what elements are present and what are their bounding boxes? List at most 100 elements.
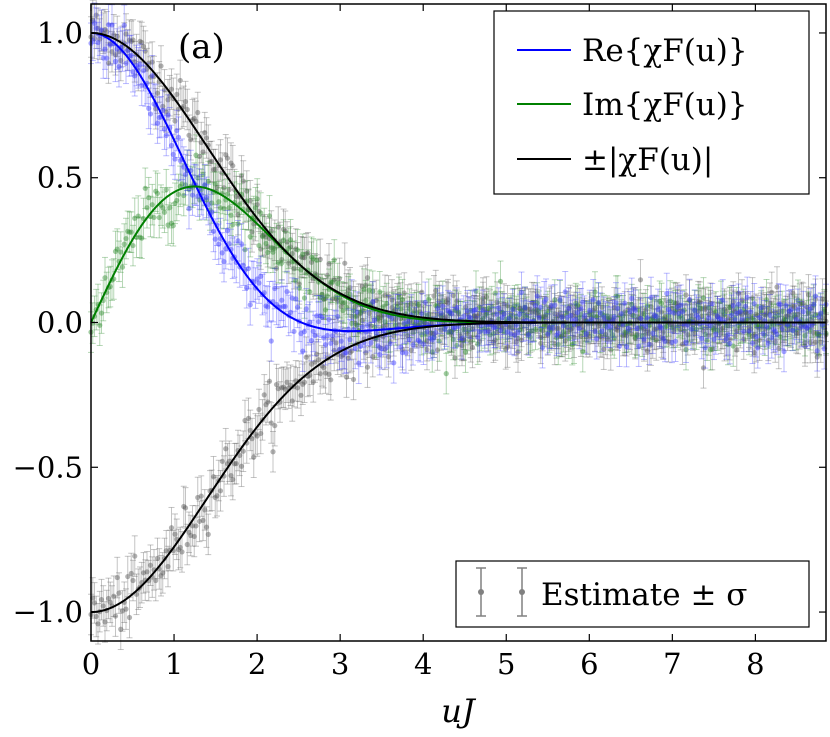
abs-neg-point	[389, 286, 395, 329]
abs-pos-point	[802, 325, 808, 367]
legend-label-re: Re{χF(u)}	[582, 33, 748, 69]
abs-pos-point	[707, 289, 714, 332]
scatter-layer	[88, 0, 829, 651]
abs-pos-point	[457, 318, 464, 360]
abs-neg-point	[226, 440, 233, 483]
abs-pos-point	[614, 306, 621, 349]
abs-neg-point	[110, 575, 117, 617]
y-tick-label: 1.0	[37, 16, 83, 50]
abs-pos-point	[543, 296, 549, 338]
abs-pos-point	[137, 20, 143, 63]
abs-pos-point	[648, 324, 654, 366]
abs-pos-point	[334, 280, 341, 322]
abs-neg-point	[474, 295, 481, 337]
abs-pos-point	[602, 313, 609, 356]
abs-pos-point	[571, 291, 577, 334]
abs-neg-point	[399, 328, 406, 371]
abs-pos-point	[501, 293, 507, 335]
abs-neg-point	[145, 559, 152, 602]
abs-pos-point	[156, 61, 163, 103]
abs-pos-point	[103, 11, 110, 53]
abs-pos-point	[327, 262, 334, 305]
abs-pos-point	[427, 302, 434, 344]
x-axis-label: uJ	[441, 692, 477, 730]
abs-pos-point	[539, 296, 546, 338]
abs-pos-point	[446, 310, 453, 352]
abs-neg-point	[385, 335, 392, 378]
abs-pos-point	[207, 141, 213, 183]
abs-pos-point	[628, 294, 635, 336]
abs-pos-point	[91, 17, 98, 60]
abs-pos-point	[544, 314, 551, 356]
abs-neg-point	[415, 303, 422, 346]
abs-pos-point	[698, 295, 705, 338]
abs-pos-point	[259, 214, 266, 257]
abs-pos-point	[676, 304, 682, 346]
abs-pos-point	[600, 299, 607, 341]
abs-pos-point	[753, 293, 759, 336]
abs-neg-point	[147, 544, 154, 586]
abs-pos-point	[483, 276, 490, 318]
abs-pos-point	[532, 291, 539, 333]
abs-pos-point	[527, 311, 534, 353]
abs-pos-point	[187, 118, 194, 161]
abs-neg-point	[292, 360, 299, 402]
abs-pos-point	[203, 117, 210, 159]
abs-pos-point	[672, 282, 679, 325]
abs-neg-point	[249, 417, 255, 460]
abs-neg-point	[238, 445, 245, 488]
abs-neg-point	[138, 561, 145, 604]
abs-neg-point	[431, 275, 437, 317]
abs-neg-point	[250, 436, 257, 478]
abs-neg-point	[236, 434, 243, 477]
abs-pos-point	[208, 140, 215, 183]
abs-pos-point	[147, 56, 154, 98]
abs-neg-point	[340, 334, 346, 376]
abs-neg-point	[91, 582, 98, 624]
legend-label-estimate: Estimate ± σ	[541, 577, 747, 613]
abs-neg-point	[172, 513, 178, 555]
abs-pos-point	[515, 331, 521, 373]
legend-label-abs: ±|χF(u)|	[582, 142, 713, 178]
abs-pos-point	[473, 297, 479, 340]
abs-pos-point	[438, 295, 444, 337]
abs-pos-point	[567, 284, 574, 327]
abs-neg-point	[284, 361, 290, 404]
abs-pos-point	[508, 297, 514, 340]
abs-pos-point	[292, 228, 299, 270]
abs-pos-point	[376, 300, 383, 342]
abs-neg-points	[88, 259, 829, 651]
abs-pos-point	[795, 312, 801, 355]
abs-pos-point	[740, 318, 747, 360]
abs-pos-point	[268, 210, 275, 252]
abs-pos-point	[564, 306, 570, 349]
abs-pos-point	[455, 293, 462, 335]
abs-neg-point	[179, 531, 185, 573]
abs-pos-point	[107, 22, 114, 65]
abs-neg-point	[445, 278, 451, 321]
abs-neg-point	[193, 505, 199, 547]
abs-neg-point	[502, 328, 509, 370]
legend-label-im: Im{χF(u)}	[582, 87, 748, 123]
y-tick-label: 0.5	[37, 161, 83, 195]
abs-neg-point	[312, 341, 318, 383]
abs-pos-point	[270, 227, 276, 269]
abs-pos-point	[117, 39, 124, 82]
abs-pos-point	[298, 236, 304, 278]
abs-pos-point	[537, 316, 544, 359]
abs-pos-point	[572, 295, 579, 337]
abs-pos-point	[177, 59, 184, 102]
abs-neg-point	[175, 528, 182, 571]
abs-pos-point	[747, 297, 754, 339]
abs-pos-point	[805, 292, 812, 334]
abs-pos-point	[389, 279, 395, 321]
abs-neg-point	[504, 326, 511, 368]
abs-pos-point	[434, 293, 441, 335]
abs-neg-point	[93, 595, 100, 638]
abs-pos-point	[186, 114, 192, 157]
abs-pos-point	[303, 232, 310, 275]
abs-pos-point	[149, 41, 156, 83]
abs-neg-point	[100, 585, 107, 627]
abs-pos-point	[109, 30, 115, 73]
